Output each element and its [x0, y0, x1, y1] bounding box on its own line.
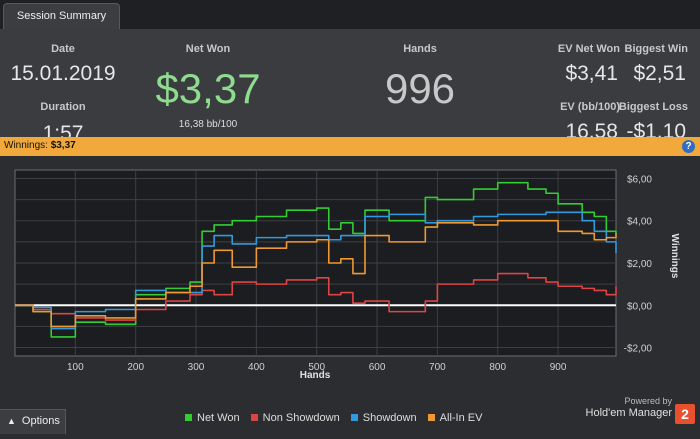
- x-tick-labels: 100 200 300 400 500 600 700 800 900: [67, 362, 567, 373]
- legend-swatch-allin-ev: [427, 414, 435, 421]
- legend-showdown[interactable]: Showdown: [350, 412, 417, 424]
- ev-net-won-value: $3,41: [565, 62, 618, 85]
- options-button[interactable]: ▲ Options: [0, 409, 66, 434]
- legend-swatch-non-showdown: [250, 414, 258, 421]
- help-icon[interactable]: ?: [682, 140, 695, 153]
- legend-label-non-showdown: Non Showdown: [262, 412, 340, 424]
- tab-bar: Session Summary: [0, 0, 700, 29]
- date-value: 15.01.2019: [10, 62, 116, 85]
- x-tick-label: 500: [308, 362, 325, 373]
- tab-session-summary[interactable]: Session Summary: [3, 3, 120, 29]
- hm2-logo-icon: 2: [675, 404, 695, 424]
- legend-non-showdown[interactable]: Non Showdown: [250, 412, 340, 424]
- x-tick-label: 300: [188, 362, 205, 373]
- x-tick-label: 700: [429, 362, 446, 373]
- ev-bb100-label: EV (bb/100): [560, 101, 620, 113]
- x-tick-label: 200: [127, 362, 144, 373]
- y-tick-label: $0,00: [627, 301, 652, 312]
- biggest-loss-label: Biggest Loss: [618, 101, 688, 113]
- y-tick-label: $2,00: [627, 259, 652, 270]
- x-tick-label: 100: [67, 362, 84, 373]
- x-axis-label: Hands: [300, 370, 331, 381]
- winnings-label: Winnings:: [4, 140, 48, 151]
- options-label: Options: [21, 415, 60, 427]
- y-tick-label: -$2,00: [624, 344, 653, 355]
- date-label: Date: [51, 43, 75, 55]
- powered-by-text: Powered by: [624, 396, 672, 406]
- chevron-up-icon: ▲: [7, 416, 16, 426]
- hands-value: 996: [384, 65, 456, 112]
- legend-label-net-won: Net Won: [197, 412, 240, 424]
- x-tick-label: 400: [248, 362, 265, 373]
- ev-net-won-label: EV Net Won: [557, 43, 620, 55]
- legend-label-showdown: Showdown: [362, 412, 417, 424]
- session-summary-panel: Date 15.01.2019 Duration 1:57 Net Won $3…: [0, 29, 700, 145]
- x-tick-label: 900: [550, 362, 567, 373]
- winnings-bar: Winnings: $3,37 ?: [0, 137, 700, 156]
- biggest-win-label: Biggest Win: [624, 43, 688, 55]
- x-tick-label: 800: [489, 362, 506, 373]
- winnings-chart: 100 200 300 400 500 600 700 800 900 $6,00 $4,00 $2…: [0, 156, 700, 434]
- net-won-label: Net Won: [185, 43, 231, 55]
- y-tick-label: $6,00: [627, 174, 652, 185]
- series-line-allin-ev: [15, 219, 617, 328]
- legend-allin-ev[interactable]: All-In EV: [427, 412, 483, 424]
- winnings-text: Winnings: $3,37: [4, 140, 76, 151]
- series-line-showdown: [15, 211, 617, 330]
- legend-swatch-net-won: [185, 414, 192, 421]
- series-lines: [15, 181, 617, 338]
- y-axis-label: Winnings: [669, 234, 680, 279]
- legend-net-won[interactable]: Net Won: [185, 412, 240, 424]
- powered-by: Powered by Hold'em Manager: [586, 396, 672, 420]
- winnings-value: $3,37: [50, 140, 76, 151]
- brand-name: Hold'em Manager: [585, 407, 672, 419]
- biggest-win-value: $2,51: [633, 62, 686, 85]
- net-won-value: $3,37: [155, 65, 261, 112]
- legend-label-allin-ev: All-In EV: [439, 412, 483, 424]
- duration-label: Duration: [40, 101, 86, 113]
- hands-label: Hands: [403, 43, 437, 55]
- legend-swatch-showdown: [350, 414, 358, 421]
- x-tick-label: 600: [369, 362, 386, 373]
- chart-legend: Net Won Non Showdown Showdown All-In EV: [185, 412, 490, 424]
- y-tick-labels: $6,00 $4,00 $2,00 $0,00 -$2,00: [624, 174, 653, 354]
- y-tick-label: $4,00: [627, 217, 652, 228]
- winnings-chart-svg: 100 200 300 400 500 600 700 800 900 $6,00 $4,00 $2…: [14, 169, 680, 381]
- bb100-value: 16,38 bb/100: [178, 119, 238, 130]
